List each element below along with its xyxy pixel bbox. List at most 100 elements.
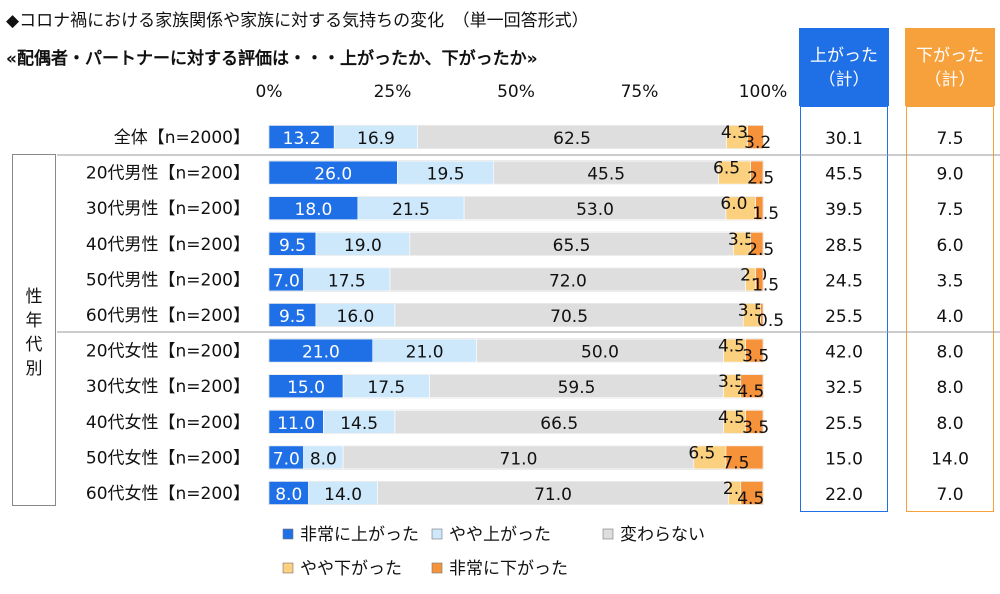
bar-value-label: 3.2 <box>744 133 771 153</box>
bar-value-label: 21.0 <box>302 343 340 363</box>
summary-up-value: 22.0 <box>825 485 863 505</box>
category-label: 20代女性【n=200】 <box>86 342 250 362</box>
category-label: 40代男性【n=200】 <box>86 235 250 255</box>
summary-up-value: 32.5 <box>825 378 863 398</box>
x-tick-label: 50% <box>497 82 535 102</box>
summary-up-value: 30.1 <box>825 129 863 149</box>
summary-down-value: 8.0 <box>936 343 963 363</box>
bar-value-label: 6.5 <box>713 159 740 179</box>
summary-column-down-frame <box>906 106 994 512</box>
category-label: 50代男性【n=200】 <box>86 270 250 290</box>
bar-value-label: 66.5 <box>540 414 578 434</box>
bar-value-label: 3.5 <box>718 372 745 392</box>
bar-value-label: 19.0 <box>344 236 382 256</box>
group-bracket <box>12 154 56 506</box>
bar-segment <box>755 196 764 220</box>
bar-segment <box>750 160 764 185</box>
summary-up-value: 28.5 <box>825 236 863 256</box>
summary-down-value: 3.5 <box>936 271 963 291</box>
bar-value-label: 0.5 <box>757 311 784 331</box>
summary-header-up: 上がった （計） <box>799 28 889 106</box>
bar-segment <box>745 338 764 363</box>
summary-up-value: 15.0 <box>825 449 863 469</box>
summary-down-value: 7.5 <box>936 200 963 220</box>
x-tick-label: 0% <box>256 82 283 102</box>
summary-column-up-frame <box>800 106 888 512</box>
bar-value-label: 4.5 <box>718 408 745 428</box>
summary-up-value: 39.5 <box>825 200 863 220</box>
bar-value-label: 9.5 <box>279 307 306 327</box>
bar-value-label: 4.3 <box>721 123 748 143</box>
category-label: 20代男性【n=200】 <box>86 164 250 184</box>
bar-segment <box>750 232 764 256</box>
bar-value-label: 6.0 <box>720 194 747 214</box>
bar-value-label: 70.5 <box>550 307 588 327</box>
summary-down-value: 4.0 <box>936 307 963 327</box>
summary-down-value: 7.0 <box>936 485 963 505</box>
bar-value-label: 3.5 <box>742 418 769 438</box>
legend-swatch <box>282 562 294 574</box>
category-label: 50代女性【n=200】 <box>86 448 250 468</box>
x-tick-label: 75% <box>621 82 659 102</box>
bar-segment <box>755 267 764 292</box>
chart-title: ◆コロナ禍における家族関係や家族に対する気持ちの変化 （単一回答形式） <box>6 11 589 31</box>
bar-value-label: 65.5 <box>553 236 591 256</box>
bar-value-label: 2.5 <box>747 240 774 260</box>
bar-value-label: 3.5 <box>738 301 765 321</box>
bar-value-label: 71.0 <box>534 485 572 505</box>
summary-down-value: 9.0 <box>936 165 963 185</box>
group-label: 性年代別 <box>25 287 43 379</box>
bar-segment <box>740 481 764 505</box>
bar-value-label: 21.0 <box>406 343 444 363</box>
bar-value-label: 4.5 <box>737 382 764 402</box>
bar-segment <box>745 409 764 434</box>
legend-swatch <box>602 528 614 540</box>
category-label: 60代女性【n=200】 <box>86 484 250 504</box>
bar-value-label: 4.5 <box>737 489 764 509</box>
bar-value-label: 50.0 <box>581 343 619 363</box>
legend-label: 非常に上がった <box>300 525 419 545</box>
bar-segment <box>740 374 764 399</box>
bar-value-label: 45.5 <box>587 165 625 185</box>
bar-value-label: 1.5 <box>752 275 779 295</box>
legend-label: やや上がった <box>449 525 551 545</box>
legend-label: やや下がった <box>300 559 402 579</box>
bar-value-label: 17.5 <box>328 271 366 291</box>
bar-value-label: 4.5 <box>718 337 745 357</box>
bar-value-label: 3.5 <box>728 230 755 250</box>
x-tick-label: 25% <box>374 82 412 102</box>
summary-down-value: 8.0 <box>936 378 963 398</box>
bar-value-label: 21.5 <box>392 200 430 220</box>
summary-up-value: 25.5 <box>825 307 863 327</box>
bar-value-label: 16.9 <box>357 129 395 149</box>
bar-segment <box>760 303 764 327</box>
x-tick-label: 100% <box>739 82 788 102</box>
bar-value-label: 71.0 <box>500 449 538 469</box>
bar-value-label: 7.5 <box>722 453 749 473</box>
bar-value-label: 13.2 <box>283 129 321 149</box>
summary-up-value: 42.0 <box>825 343 863 363</box>
bar-value-label: 72.0 <box>549 271 587 291</box>
category-label: 全体【n=2000】 <box>114 128 250 148</box>
bar-value-label: 8.0 <box>275 485 302 505</box>
summary-up-value: 24.5 <box>825 271 863 291</box>
bar-value-label: 17.5 <box>367 378 405 398</box>
bar-segment <box>747 125 764 149</box>
bar-value-label: 53.0 <box>576 200 614 220</box>
summary-header-down: 下がった （計） <box>905 28 995 106</box>
bar-value-label: 18.0 <box>295 200 333 220</box>
bar-value-label: 1.5 <box>752 204 779 224</box>
category-label: 60代男性【n=200】 <box>86 306 250 326</box>
bar-value-label: 59.5 <box>558 378 596 398</box>
bar-value-label: 15.0 <box>287 378 325 398</box>
bar-value-label: 14.0 <box>324 485 362 505</box>
bar-value-label: 14.5 <box>340 414 378 434</box>
bar-value-label: 16.0 <box>337 307 375 327</box>
summary-down-value: 14.0 <box>931 449 969 469</box>
bar-value-label: 2.5 <box>747 169 774 189</box>
legend-label: 変わらない <box>620 525 705 545</box>
category-label: 30代男性【n=200】 <box>86 199 250 219</box>
summary-up-value: 25.5 <box>825 414 863 434</box>
legend-swatch <box>431 528 443 540</box>
bar-value-label: 7.0 <box>273 449 300 469</box>
